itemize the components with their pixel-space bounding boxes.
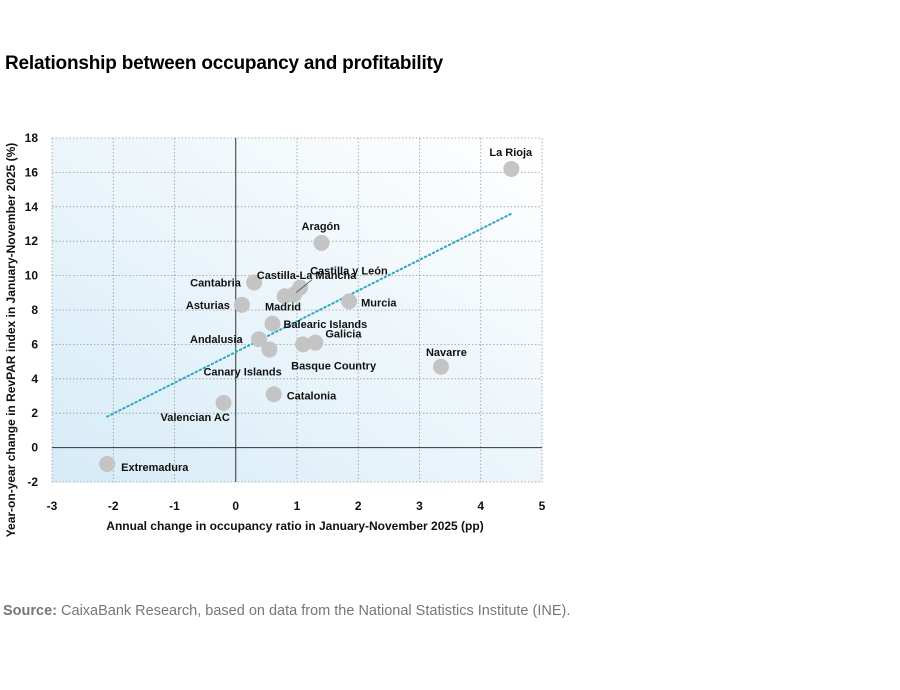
x-tick-label: -3: [47, 499, 58, 513]
data-label: Cantabria: [190, 277, 242, 289]
data-point[interactable]: [307, 334, 324, 351]
data-label: Basque Country: [291, 360, 377, 372]
data-label: Canary Islands: [203, 367, 281, 379]
x-tick-label: 3: [416, 499, 423, 513]
data-label: Catalonia: [287, 390, 337, 402]
data-label: Valencian AC: [161, 412, 230, 424]
chart-title: Relationship between occupancy and profi…: [5, 53, 444, 74]
data-point[interactable]: [432, 358, 449, 375]
scatter-chart: La Rioja Aragón Cantabria Castilla-La Manch…: [4, 131, 546, 538]
source-text: CaixaBank Research, based on data from t…: [57, 603, 571, 619]
y-tick-label: 0: [31, 441, 38, 455]
y-tick-label: 14: [25, 200, 39, 214]
y-tick-label: 18: [25, 131, 39, 145]
data-point[interactable]: [215, 394, 232, 411]
y-tick-label: 6: [31, 337, 38, 351]
data-label: La Rioja: [489, 147, 533, 159]
x-tick-label: 1: [294, 499, 301, 513]
x-tick-label: -1: [169, 499, 180, 513]
data-point[interactable]: [313, 234, 330, 251]
data-point[interactable]: [285, 286, 302, 303]
x-tick-label: -2: [108, 499, 119, 513]
data-point[interactable]: [264, 315, 281, 332]
x-tick-label: 4: [477, 499, 484, 513]
x-tick-label: 5: [539, 499, 546, 513]
data-label: Galicia: [325, 329, 362, 341]
data-point[interactable]: [503, 160, 520, 177]
data-point[interactable]: [233, 296, 250, 313]
data-point[interactable]: [251, 331, 268, 348]
data-label: Aragón: [302, 221, 341, 233]
data-point[interactable]: [99, 455, 116, 472]
data-label: Castilla-La Mancha: [257, 270, 358, 282]
data-label: Navarre: [426, 347, 467, 359]
y-tick-label: 4: [31, 372, 38, 386]
y-tick-label: 8: [31, 303, 38, 317]
data-point[interactable]: [261, 341, 278, 358]
source-note: Source: CaixaBank Research, based on dat…: [3, 603, 570, 619]
x-tick-label: 2: [355, 499, 362, 513]
data-label: Andalusia: [190, 334, 243, 346]
y-tick-label: 10: [25, 269, 39, 283]
data-label: Murcia: [361, 297, 397, 309]
y-tick-label: 2: [31, 406, 38, 420]
y-tick-label: 16: [25, 165, 39, 179]
y-tick-label: -2: [27, 475, 38, 489]
source-label: Source:: [3, 603, 57, 619]
y-axis-label: Year-on-year change in RevPAR index in J…: [4, 143, 18, 538]
data-label: Madrid: [265, 302, 301, 314]
x-axis-label: Annual change in occupancy ratio in Janu…: [106, 519, 483, 533]
data-point[interactable]: [265, 386, 282, 403]
data-label: Castilla y León: [310, 266, 388, 278]
y-tick-label: 12: [25, 234, 39, 248]
trend-line: [106, 212, 513, 418]
data-label: Balearic Islands: [284, 319, 368, 331]
data-point[interactable]: [246, 274, 263, 291]
data-label: Asturias: [186, 300, 230, 312]
label-leader-line: [295, 279, 313, 293]
data-point[interactable]: [341, 293, 358, 310]
x-tick-label: 0: [232, 499, 239, 513]
data-point[interactable]: [295, 336, 312, 353]
data-label: Extremadura: [121, 462, 189, 474]
